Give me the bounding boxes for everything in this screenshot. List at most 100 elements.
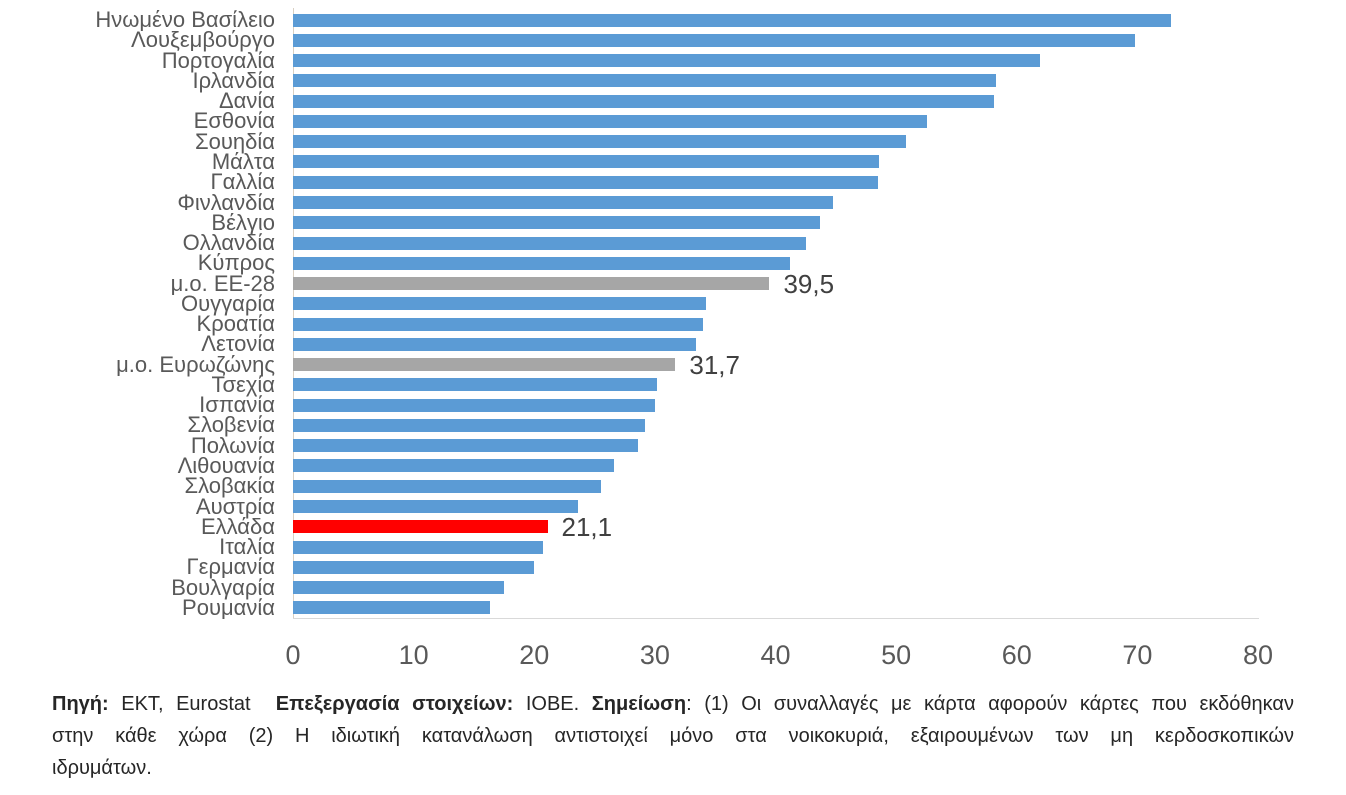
chart-row: Βέλγιο	[0, 209, 1346, 235]
bar	[293, 479, 601, 493]
bar	[293, 13, 1172, 27]
bar	[293, 94, 994, 108]
bar	[293, 216, 821, 230]
bar	[293, 459, 614, 473]
x-tick-label: 50	[881, 640, 912, 670]
x-tick-label: 80	[1242, 640, 1274, 670]
footnote-text: ΙΟΒΕ.	[513, 693, 592, 715]
bar-track	[293, 152, 1258, 172]
bar-track	[293, 496, 1258, 516]
category-label: Φινλανδία	[177, 189, 275, 215]
bar-track: 21,1	[293, 511, 1258, 542]
x-tick-label: 70	[1122, 640, 1153, 670]
bar	[293, 581, 505, 595]
x-axis-line	[293, 618, 1259, 619]
chart-row: Τσεχία	[0, 373, 1346, 395]
bar	[293, 560, 535, 574]
chart-row: Ολλανδία	[0, 232, 1346, 254]
category-label: Ισπανία	[199, 392, 275, 418]
category-label: Ουγγαρία	[181, 290, 275, 316]
chart-row: Ηνωμένο Βασίλειο	[0, 7, 1346, 33]
bar	[293, 439, 638, 453]
x-tick-label: 30	[639, 640, 670, 670]
bar	[293, 256, 790, 270]
chart-row: Ιρλανδία	[0, 67, 1346, 93]
chart-row: Ρουμανία	[0, 596, 1346, 618]
bar	[293, 54, 1040, 68]
value-label: 39,5	[783, 268, 835, 299]
chart-row: Κροατία	[0, 311, 1346, 337]
chart-row: Φινλανδία	[0, 189, 1346, 215]
chart-row: μ.ο. Ευρωζώνης 31,7	[0, 349, 1346, 380]
bar	[293, 297, 706, 311]
bar	[293, 135, 906, 149]
chart-row: Λετονία	[0, 331, 1346, 357]
category-label: μ.ο. Ευρωζώνης	[116, 351, 275, 377]
x-tick-label: 20	[519, 640, 550, 670]
category-label: Σλοβακία	[184, 473, 275, 499]
bar-track	[293, 537, 1258, 557]
chart-row: Σλοβακία	[0, 473, 1346, 499]
bar	[293, 196, 834, 210]
bar	[293, 175, 879, 189]
footnote-text: : (1) Οι συναλλαγές με κάρτα αφορούν κάρ…	[686, 693, 1294, 715]
category-label: Βέλγιο	[211, 209, 275, 235]
chart-row: Λιθουανία	[0, 452, 1346, 478]
chart-row: Ουγγαρία	[0, 290, 1346, 316]
bar-rows: Ηνωμένο Βασίλειο Λουξεμβούργο Πορτογαλία Ιρ…	[0, 7, 1346, 618]
bar-track	[293, 132, 1258, 152]
category-label: Ελλάδα	[200, 513, 275, 539]
bar	[293, 337, 696, 351]
x-tick-label: 60	[1001, 640, 1032, 670]
category-label: Γαλλία	[210, 169, 275, 195]
footnote: Πηγή: ΕΚΤ, Eurostat Επεξεργασία στοιχείω…	[52, 688, 1294, 784]
bar-track	[293, 253, 1258, 273]
chart-row: Εσθονία	[0, 110, 1346, 132]
value-label: 21,1	[561, 511, 613, 542]
bar	[293, 317, 704, 331]
bar	[293, 358, 676, 372]
footnote-text: ΕΚΤ, Eurostat	[108, 693, 276, 715]
bar	[293, 155, 880, 169]
bar-track	[293, 213, 1258, 233]
footnote-line-1: Πηγή: ΕΚΤ, Eurostat Επεξεργασία στοιχείω…	[52, 688, 1294, 720]
chart-row: Δανία	[0, 90, 1346, 112]
chart-row: Ελλάδα 21,1	[0, 511, 1346, 542]
category-label: Ιρλανδία	[192, 67, 275, 93]
category-label: Μάλτα	[211, 149, 275, 174]
bar	[293, 500, 578, 513]
bar	[293, 540, 543, 554]
category-label: Ιταλία	[219, 534, 275, 560]
chart-row: Πορτογαλία	[0, 49, 1346, 71]
x-axis-tick-labels: 0 10 20 30 40 50 60 70 80	[285, 638, 1273, 672]
chart-row: Ιταλία	[0, 534, 1346, 560]
bar-track	[293, 436, 1258, 456]
chart-row: Βουλγαρία	[0, 576, 1346, 598]
bar-track: 31,7	[293, 349, 1258, 380]
bar	[293, 236, 806, 250]
bar-track	[293, 192, 1258, 212]
category-label: Κροατία	[196, 311, 275, 337]
bar-track	[293, 71, 1258, 91]
category-label: Γερμανία	[186, 554, 275, 580]
category-label: Ηνωμένο Βασίλειο	[95, 7, 275, 33]
x-tick-label: 10	[398, 640, 429, 670]
bar	[293, 33, 1135, 47]
category-label: Σλοβενία	[187, 412, 275, 438]
bar-track	[293, 233, 1258, 253]
category-label: Λιθουανία	[177, 452, 275, 478]
footnote-bold-text: Επεξεργασία στοιχείων:	[275, 693, 514, 715]
bar-track	[293, 294, 1258, 314]
chart-row: μ.ο. ΕΕ-28 39,5	[0, 271, 1346, 297]
chart-row: Ισπανία	[0, 392, 1346, 418]
bar	[293, 378, 658, 392]
bar-track	[293, 172, 1258, 192]
value-label: 31,7	[689, 349, 740, 380]
bar-track	[293, 577, 1258, 597]
chart-row: Λουξεμβούργο	[0, 29, 1346, 51]
bar	[293, 520, 548, 534]
category-label: Σουηδία	[195, 128, 275, 154]
category-label: Λετονία	[201, 331, 275, 357]
bar	[293, 398, 655, 412]
bar-track	[293, 51, 1258, 71]
